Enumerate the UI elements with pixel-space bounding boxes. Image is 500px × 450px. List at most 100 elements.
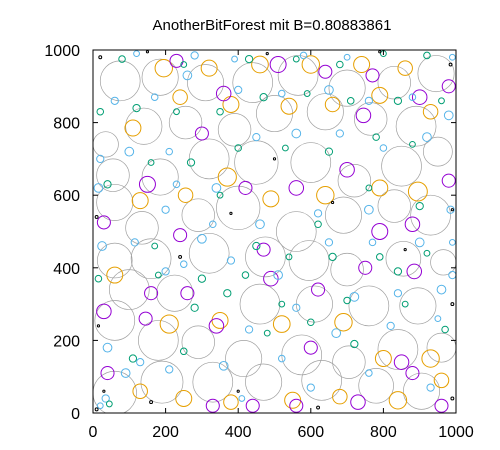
circle-mark-large: [96, 158, 130, 192]
circle-mark-teal: [118, 55, 126, 63]
circle-mark-light_blue: [172, 180, 181, 189]
circle-mark-medium: [211, 311, 229, 329]
circle-mark-violet: [350, 394, 366, 410]
circle-mark-light_blue: [218, 360, 229, 371]
circle-mark-large: [295, 285, 333, 323]
circle-mark-medium: [332, 388, 348, 405]
circle-mark-violet: [434, 398, 449, 413]
circle-mark-large: [217, 113, 252, 147]
circle-mark-light_blue: [226, 256, 236, 265]
circle-mark-teal: [336, 60, 344, 69]
circle-mark-large: [138, 320, 179, 361]
circle-mark-teal: [303, 90, 311, 97]
circle-mark-black: [102, 389, 106, 393]
circle-mark-large: [245, 363, 283, 401]
circle-mark-black: [272, 157, 277, 161]
circle-mark-light_blue: [165, 365, 174, 374]
circle-mark-teal: [278, 300, 286, 308]
circle-mark-black: [265, 52, 269, 56]
circle-mark-large: [181, 325, 215, 359]
circle-mark-light_blue: [426, 383, 435, 392]
circle-mark-light_blue: [120, 368, 131, 378]
circle-mark-medium: [217, 167, 237, 187]
circle-mark-large: [141, 58, 179, 96]
circle-mark-light_blue: [422, 132, 432, 142]
circle-mark-large: [430, 249, 456, 276]
x-tick-label: 400: [225, 424, 252, 441]
circle-mark-medium: [433, 372, 450, 389]
circle-mark-medium: [316, 185, 335, 205]
circle-mark-violet: [96, 215, 111, 230]
circle-mark-large: [403, 372, 441, 410]
circle-mark-black: [236, 389, 240, 393]
circle-mark-teal: [128, 354, 138, 363]
circle-mark-violet: [311, 282, 326, 297]
circle-mark-light_blue: [299, 51, 308, 60]
circle-mark-medium: [280, 97, 298, 115]
y-tick-label: 200: [53, 333, 80, 350]
circle-mark-light_blue: [97, 241, 107, 251]
circle-mark-medium: [132, 383, 148, 399]
circle-mark-large: [377, 65, 411, 100]
circle-mark-light_blue: [277, 89, 286, 98]
circle-mark-violet: [96, 303, 112, 320]
circle-mark-large: [395, 105, 437, 147]
circle-mark-light_blue: [436, 284, 447, 295]
circle-mark-medium: [388, 391, 408, 410]
circle-mark-black: [316, 405, 321, 410]
circle-mark-large: [288, 240, 330, 281]
circle-mark-large: [277, 55, 319, 96]
circle-mark-black: [145, 50, 150, 54]
circle-mark-medium: [371, 179, 389, 197]
circle-mark-light_blue: [349, 291, 360, 302]
circle-mark-teal: [197, 274, 207, 283]
circle-mark-medium: [131, 192, 149, 210]
circle-mark-black: [96, 324, 101, 328]
circle-mark-light_blue: [292, 303, 301, 312]
circle-mark-light_blue: [273, 270, 283, 280]
circle-mark-black: [149, 400, 154, 405]
circle-mark-violet: [441, 173, 456, 188]
circle-mark-medium: [159, 314, 179, 334]
circle-mark-teal: [103, 180, 112, 189]
circle-mark-teal: [252, 241, 261, 251]
circle-mark-violet: [144, 286, 159, 301]
circle-mark-black: [94, 215, 99, 219]
circle-mark-large: [358, 367, 394, 404]
circle-mark-light_blue: [335, 129, 344, 138]
circle-mark-medium: [371, 86, 389, 104]
circle-mark-large: [306, 93, 344, 131]
circle-mark-medium: [223, 394, 239, 410]
circle-mark-light_blue: [448, 53, 456, 61]
circle-mark-teal: [173, 108, 180, 116]
circle-mark-medium: [106, 266, 124, 284]
circle-mark-light_blue: [364, 96, 374, 105]
circle-mark-violet: [194, 126, 209, 141]
circle-mark-light_blue: [161, 205, 170, 214]
circle-mark-light_blue: [324, 238, 334, 247]
circle-mark-teal: [376, 253, 384, 261]
x-tick-label: 0: [89, 424, 98, 441]
circle-mark-large: [337, 163, 372, 198]
circle-mark-light_blue: [291, 128, 302, 139]
circle-mark-medium: [154, 58, 173, 78]
x-tick-label: 200: [152, 424, 179, 441]
circle-mark-violet: [256, 242, 271, 257]
circle-mark-black: [98, 55, 103, 60]
circle-mark-light_blue: [110, 96, 119, 105]
circle-mark-large: [130, 238, 172, 280]
circle-mark-light_blue: [386, 321, 395, 331]
circle-mark-light_blue: [124, 146, 135, 157]
circle-mark-large: [99, 60, 141, 102]
circle-mark-light_blue: [448, 238, 456, 246]
circle-mark-light_blue: [93, 183, 104, 193]
chart-title: AnotherBitForest mit B=0.80883861: [153, 17, 392, 34]
circle-mark-light_blue: [313, 209, 323, 218]
circle-mark-large: [290, 142, 332, 183]
circle-mark-violet: [215, 85, 232, 102]
circle-mark-violet: [358, 260, 373, 275]
circle-mark-light_blue: [179, 260, 188, 268]
circle-mark-teal: [96, 107, 105, 116]
circle-mark-teal: [292, 55, 300, 63]
